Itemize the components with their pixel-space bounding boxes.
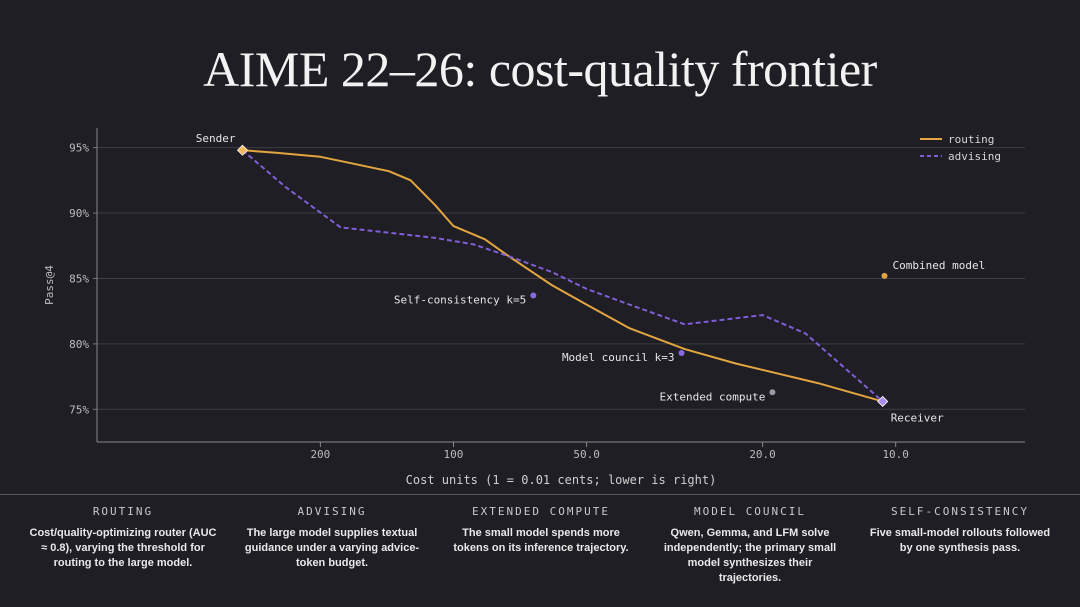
x-tick-label: 200 (310, 448, 330, 461)
x-axis-label: Cost units (1 = 0.01 cents; lower is rig… (406, 473, 717, 487)
self-consistency-description: Five small-model rollouts followed by on… (869, 527, 1051, 554)
model-council-k-3-label: Model council k=3 (562, 351, 675, 364)
extended-compute-label: Extended compute (659, 390, 765, 403)
advising-column: ADVISING The large model supplies textua… (237, 505, 427, 571)
y-tick-label: 95% (69, 142, 89, 155)
method-descriptions: ROUTING Cost/quality-optimizing router (… (0, 494, 1080, 607)
self-consistency-k-5-marker (530, 292, 537, 299)
y-tick-label: 90% (69, 207, 89, 220)
series-line-routing (242, 149, 883, 403)
routing-heading: ROUTING (92, 505, 154, 518)
sender-marker (236, 144, 249, 156)
extended-compute-description: The small model spends more tokens on it… (453, 527, 629, 554)
receiver-label: Receiver (891, 411, 944, 424)
extended-compute-marker (769, 389, 776, 396)
model-council-k-3-marker (678, 350, 685, 357)
x-tick-label: 50.0 (573, 448, 600, 461)
extended-compute-column: EXTENDED COMPUTE The small model spends … (446, 505, 636, 556)
y-tick-label: 80% (69, 338, 89, 351)
x-tick-label: 10.0 (882, 448, 909, 461)
x-tick-label: 100 (444, 448, 464, 461)
legend-label-advising: advising (948, 150, 1001, 163)
combined-model-label: Combined model (892, 259, 985, 272)
model-council-description: Qwen, Gemma, and LFM solve independently… (663, 527, 837, 584)
model-council-heading: MODEL COUNCIL (693, 505, 807, 518)
y-tick-label: 85% (69, 272, 89, 285)
routing-column: ROUTING Cost/quality-optimizing router (… (28, 505, 218, 571)
extended-compute-heading: EXTENDED COMPUTE (472, 505, 610, 518)
combined-model-marker (881, 272, 888, 279)
legend-label-routing: routing (948, 133, 994, 146)
y-tick-label: 75% (69, 403, 89, 416)
self-consistency-k-5-label: Self-consistency k=5 (394, 293, 526, 306)
advising-heading: ADVISING (297, 505, 367, 518)
y-axis-label: Pass@4 (43, 265, 56, 305)
routing-description: Cost/quality-optimizing router (AUC ≈ 0.… (29, 527, 217, 569)
self-consistency-column: SELF-CONSISTENCY Five small-model rollou… (865, 505, 1055, 556)
x-tick-label: 20.0 (749, 448, 776, 461)
frontier-chart: 75% 80% 85% 90% 95% 200 100 50.0 20.0 10.0 Cost un… (43, 128, 1025, 487)
receiver-marker (877, 395, 889, 408)
model-council-column: MODEL COUNCIL Qwen, Gemma, and LFM solve… (655, 505, 845, 586)
sender-label: Sender (196, 132, 236, 145)
page-title: AIME 22–26: cost-quality frontier (203, 41, 877, 97)
self-consistency-heading: SELF-CONSISTENCY (891, 505, 1029, 518)
advising-description: The large model supplies textual guidanc… (244, 527, 420, 569)
